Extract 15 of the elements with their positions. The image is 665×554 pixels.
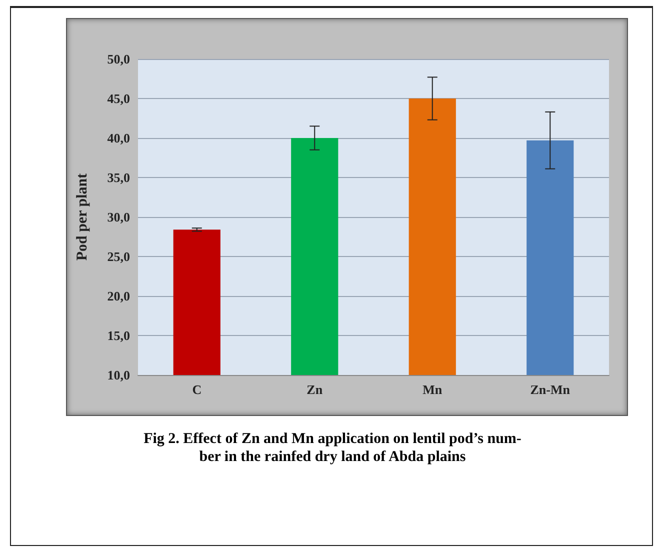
caption: Fig 2. Effect of Zn and Mn application on lentil pod’s num- ber in the rainfed dry land of Abda plains: [142, 430, 522, 466]
y-tick-label: 40,0: [107, 130, 130, 146]
y-tick-label: 15,0: [107, 328, 130, 343]
x-tick-label: Mn: [422, 382, 443, 397]
y-tick-label: 10,0: [107, 368, 130, 382]
y-axis-title: Pod per plant: [74, 173, 90, 261]
x-tick-label: Zn: [306, 382, 324, 397]
y-tick-label: 20,0: [107, 288, 130, 304]
y-tick-label: 35,0: [107, 170, 130, 185]
x-tick-label: C: [192, 382, 202, 397]
x-tick-label: Zn-Mn: [530, 382, 571, 397]
y-tick-label: 50,0: [107, 52, 130, 66]
y-tick-label: 25,0: [107, 249, 130, 264]
y-tick-label: 45,0: [107, 91, 130, 106]
y-tick-label: 30,0: [107, 210, 130, 224]
